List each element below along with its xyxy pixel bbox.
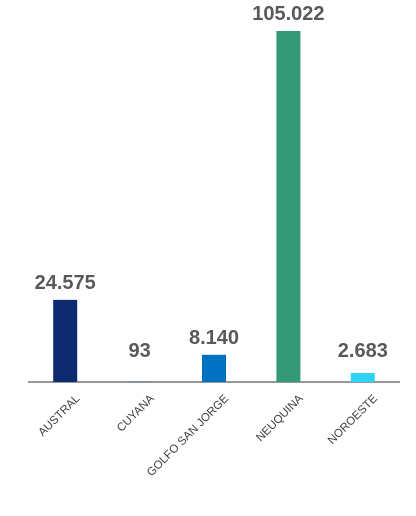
bar-golfo-san-jorge (202, 354, 226, 382)
bars-group (53, 31, 375, 383)
value-label-golfo-san-jorge: 8.140 (189, 327, 239, 349)
value-labels-group: 24.575 93 8.140 105.022 2.683 (35, 3, 388, 362)
value-label-cuyana: 93 (128, 340, 150, 362)
category-label-cuyana: CUYANA (115, 393, 157, 435)
bar-neuquina (276, 31, 301, 382)
value-label-austral: 24.575 (35, 272, 96, 294)
bar-cuyana (127, 381, 152, 383)
bar-austral (53, 299, 78, 382)
value-label-noroeste: 2.683 (338, 340, 388, 362)
category-label-austral: AUSTRAL (36, 392, 82, 438)
bar-noroeste (350, 373, 375, 382)
category-label-neuquina: NEUQUINA (254, 392, 306, 444)
value-label-neuquina: 105.022 (252, 3, 324, 25)
category-label-noroeste: NOROESTE (326, 393, 380, 447)
category-label-golfo-san-jorge: GOLFO SAN JORGE (145, 393, 231, 479)
